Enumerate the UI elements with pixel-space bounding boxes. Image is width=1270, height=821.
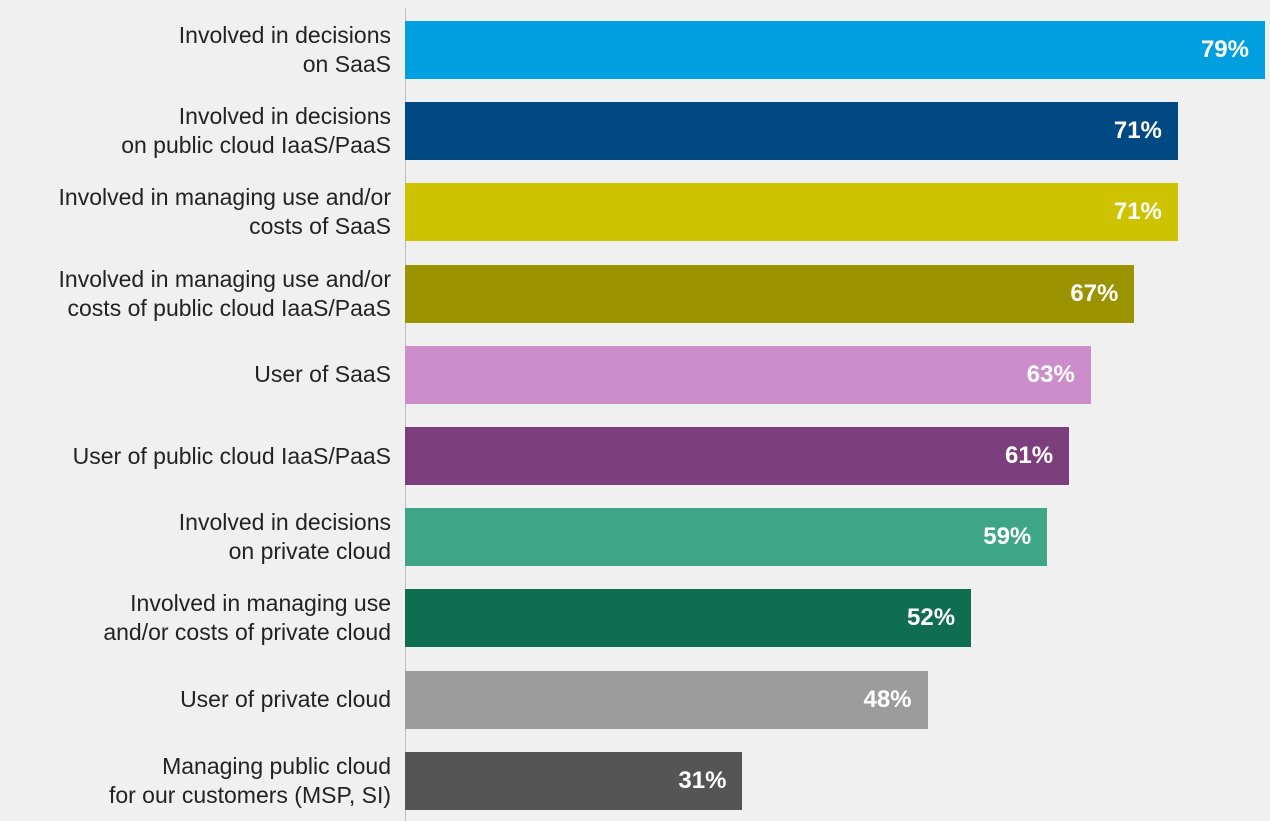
category-label: User of SaaS bbox=[254, 361, 391, 388]
category-label: Involved in decisions on public cloud Ia… bbox=[121, 103, 391, 159]
category-label: User of private cloud bbox=[180, 686, 391, 713]
bar bbox=[405, 345, 1091, 404]
bar-value-label: 71% bbox=[1113, 198, 1162, 226]
category-label: Involved in decisions on private cloud bbox=[178, 509, 391, 565]
bar bbox=[405, 508, 1048, 567]
bar-value-label: 52% bbox=[907, 604, 956, 632]
category-label: Involved in managing use and/or costs of… bbox=[103, 590, 391, 646]
bar bbox=[405, 183, 1178, 242]
category-label: User of public cloud IaaS/PaaS bbox=[72, 442, 391, 469]
bar-value-label: 63% bbox=[1026, 360, 1075, 388]
category-label: Managing public cloud for our customers … bbox=[108, 752, 391, 808]
bar-value-label: 67% bbox=[1070, 279, 1119, 307]
bar-value-label: 71% bbox=[1113, 117, 1162, 145]
bar-value-label: 48% bbox=[863, 685, 912, 713]
bar bbox=[405, 589, 972, 648]
bar bbox=[405, 21, 1265, 79]
category-axis-line bbox=[405, 8, 406, 821]
bar bbox=[405, 751, 743, 810]
bar-value-label: 79% bbox=[1200, 36, 1249, 63]
category-label: Involved in managing use and/or costs of… bbox=[58, 265, 391, 321]
bar-value-label: 61% bbox=[1005, 442, 1054, 469]
bar-value-label: 31% bbox=[678, 766, 727, 794]
bar bbox=[405, 670, 928, 729]
bar bbox=[405, 102, 1178, 161]
category-label: Involved in decisions on SaaS bbox=[178, 22, 391, 77]
bar-value-label: 59% bbox=[983, 523, 1032, 551]
category-label: Involved in managing use and/or costs of… bbox=[58, 184, 391, 240]
bar bbox=[405, 264, 1135, 323]
bar bbox=[405, 427, 1070, 485]
